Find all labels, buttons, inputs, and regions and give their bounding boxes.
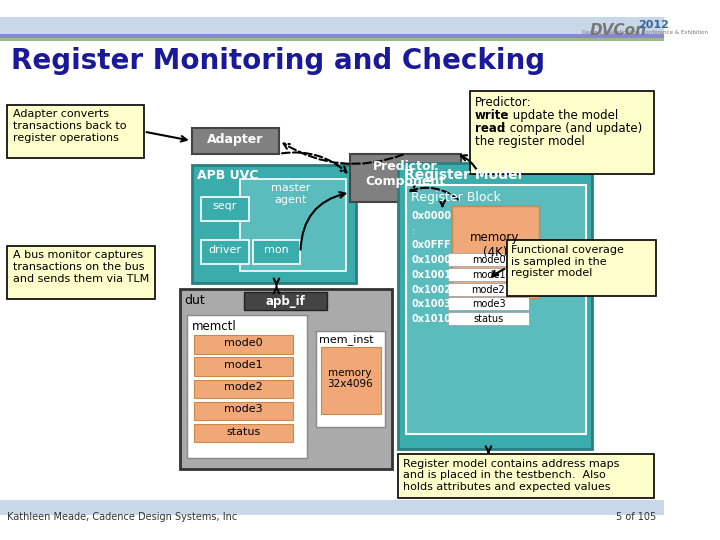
Text: memctl: memctl [192, 320, 236, 333]
Bar [448, 283, 529, 295]
Bar [398, 454, 654, 498]
Text: the register model: the register model [474, 136, 585, 148]
Bar [0, 34, 664, 38]
Text: driver: driver [208, 245, 241, 255]
Text: memory
32x4096: memory 32x4096 [328, 368, 373, 389]
Text: 2012: 2012 [638, 20, 669, 30]
Bar [194, 357, 293, 376]
Text: Register model contains address maps
and is placed in the testbench.  Also
holds: Register model contains address maps and… [402, 459, 619, 492]
Text: mode3: mode3 [224, 404, 263, 414]
Bar [0, 17, 664, 34]
Text: Predictor
Component: Predictor Component [366, 160, 446, 188]
Bar [244, 292, 327, 310]
Text: write: write [474, 110, 509, 123]
Text: Register Monitoring and Checking: Register Monitoring and Checking [11, 47, 545, 75]
Bar [405, 185, 586, 434]
Bar [0, 500, 664, 515]
Text: 0x1001: 0x1001 [412, 270, 452, 280]
Bar [194, 402, 293, 420]
Text: mode2: mode2 [224, 382, 263, 392]
Bar [194, 424, 293, 442]
Text: : update the model: : update the model [505, 110, 618, 123]
Bar [448, 268, 529, 281]
Bar [316, 330, 385, 428]
Text: 5 of 105: 5 of 105 [616, 512, 656, 522]
Text: Predictor:: Predictor: [474, 96, 531, 109]
Bar [7, 246, 155, 299]
Bar [320, 347, 381, 414]
Text: apb_if: apb_if [266, 295, 305, 308]
Bar [187, 315, 307, 458]
Bar [350, 154, 461, 201]
Text: mode1: mode1 [224, 360, 263, 370]
Text: mode2: mode2 [472, 285, 505, 295]
Text: Functional coverage
is sampled in the
register model: Functional coverage is sampled in the re… [511, 245, 624, 278]
Bar [448, 298, 529, 310]
Text: 0x1000: 0x1000 [412, 255, 452, 265]
Text: Adapter converts
transactions back to
register operations: Adapter converts transactions back to re… [13, 110, 127, 143]
Bar [448, 312, 529, 325]
Text: A bus monitor captures
transactions on the bus
and sends them via TLM: A bus monitor captures transactions on t… [13, 251, 149, 284]
Text: Kathleen Meade, Cadence Design Systems, Inc: Kathleen Meade, Cadence Design Systems, … [7, 512, 238, 522]
Text: read: read [474, 123, 505, 136]
Bar [448, 253, 529, 266]
Text: :: : [412, 226, 415, 235]
Text: 0x0FFF: 0x0FFF [412, 240, 451, 251]
Text: Register Model: Register Model [404, 168, 522, 183]
Text: dut: dut [184, 294, 205, 307]
Bar [201, 240, 249, 264]
Text: : compare (and update): : compare (and update) [503, 123, 642, 136]
Bar [180, 289, 392, 469]
Text: mode1: mode1 [472, 270, 505, 280]
Text: APB UVC: APB UVC [197, 170, 258, 183]
Text: mode0: mode0 [224, 338, 263, 348]
Text: status: status [473, 314, 503, 324]
Bar [7, 105, 144, 158]
Bar [253, 240, 300, 264]
Text: seqr: seqr [212, 201, 237, 211]
Text: Design & Verification Conference & Exhibition: Design & Verification Conference & Exhib… [582, 30, 708, 35]
Text: status: status [226, 427, 261, 436]
Bar [470, 91, 654, 174]
Text: Register Block: Register Block [411, 191, 501, 204]
Text: Adapter: Adapter [207, 132, 264, 145]
Text: DVCon: DVCon [590, 23, 647, 38]
Text: mode0: mode0 [472, 255, 505, 265]
Bar [192, 165, 356, 283]
Bar [201, 197, 249, 221]
Bar [398, 163, 592, 449]
Bar [240, 179, 346, 271]
Text: 0x1003: 0x1003 [412, 299, 452, 309]
Bar [451, 206, 539, 299]
Bar [192, 128, 279, 154]
Bar [194, 335, 293, 354]
Text: master
agent: master agent [271, 183, 310, 205]
Text: mem_inst: mem_inst [319, 334, 374, 345]
Bar [507, 240, 656, 295]
Bar [0, 38, 664, 41]
Text: mode3: mode3 [472, 299, 505, 309]
Text: 0x0000: 0x0000 [412, 211, 452, 221]
Text: memory
(4K): memory (4K) [470, 231, 520, 259]
Text: 0x1002: 0x1002 [412, 285, 452, 295]
Text: mon: mon [264, 245, 289, 255]
Text: 0x1010: 0x1010 [412, 314, 452, 324]
Bar [194, 380, 293, 398]
